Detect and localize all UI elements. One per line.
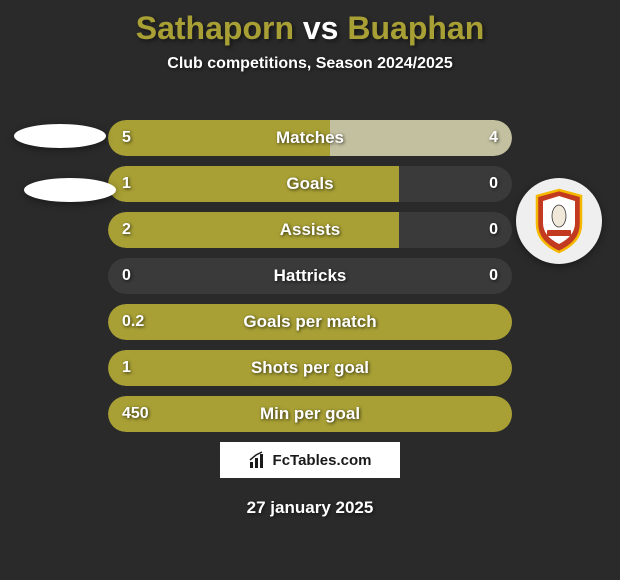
stat-bar: 00Hattricks: [108, 258, 512, 294]
date-label: 27 january 2025: [0, 498, 620, 518]
left-ellipse-1: [14, 124, 106, 148]
bar-label: Assists: [108, 212, 512, 248]
player-left-name: Sathaporn: [136, 10, 294, 46]
subtitle: Club competitions, Season 2024/2025: [0, 55, 620, 73]
bar-label: Min per goal: [108, 396, 512, 432]
right-team-badge: [516, 178, 602, 264]
bar-label: Goals per match: [108, 304, 512, 340]
chart-icon: [249, 451, 267, 469]
stat-bar: 450Min per goal: [108, 396, 512, 432]
stat-bar: 0.2Goals per match: [108, 304, 512, 340]
stat-bar: 54Matches: [108, 120, 512, 156]
bar-label: Shots per goal: [108, 350, 512, 386]
stat-bar: 20Assists: [108, 212, 512, 248]
left-ellipse-2: [24, 178, 116, 202]
stat-bar: 10Goals: [108, 166, 512, 202]
comparison-title: Sathaporn vs Buaphan: [0, 0, 620, 47]
shield-icon: [531, 188, 587, 254]
title-vs: vs: [294, 10, 347, 46]
stats-bars: 54Matches 10Goals 20Assists 00Hattricks 0.2G…: [108, 120, 512, 442]
fctables-label: FcTables.com: [273, 452, 372, 469]
bar-label: Hattricks: [108, 258, 512, 294]
bar-label: Matches: [108, 120, 512, 156]
fctables-watermark[interactable]: FcTables.com: [220, 442, 400, 478]
bar-label: Goals: [108, 166, 512, 202]
player-right-name: Buaphan: [347, 10, 484, 46]
stat-bar: 1Shots per goal: [108, 350, 512, 386]
